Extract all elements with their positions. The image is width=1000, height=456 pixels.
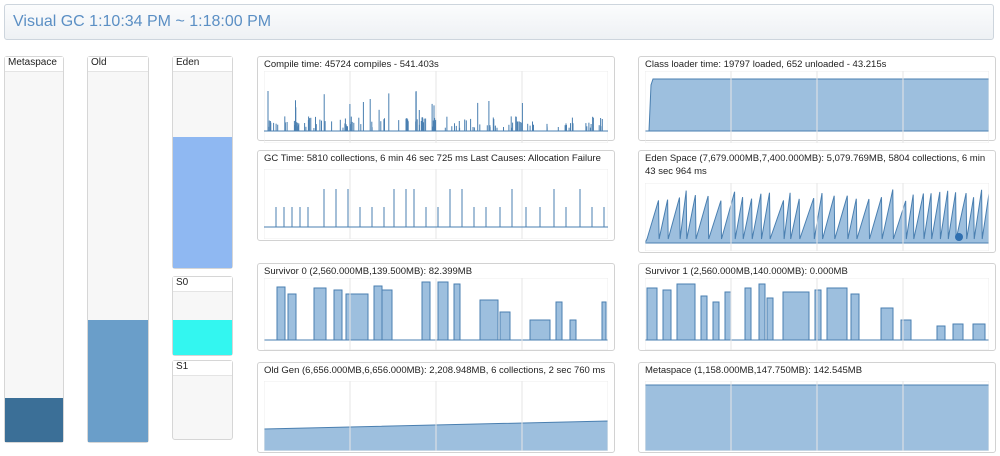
old-gen-graph (264, 381, 608, 451)
survivor-block (333, 289, 343, 341)
survivor1-title: Survivor 1 (2,560.000MB,140.000MB): 0.00… (645, 266, 848, 277)
survivor-block (724, 291, 732, 341)
metaspace-gauge: Metaspace (4, 56, 64, 443)
survivor-block (479, 299, 499, 341)
survivor-block (744, 287, 752, 341)
metaspace-gauge-fill (5, 398, 63, 442)
survivor-block (662, 289, 672, 341)
survivor-block (276, 286, 286, 341)
survivor0-title: Survivor 0 (2,560.000MB,139.500MB): 82.3… (264, 266, 473, 277)
survivor-block (952, 323, 964, 341)
gc-time-title: GC Time: 5810 collections, 6 min 46 sec … (264, 153, 601, 164)
survivor-block (287, 293, 297, 341)
eden-gauge-fill (173, 137, 232, 268)
survivor-block (850, 293, 860, 341)
survivor-block (421, 281, 431, 341)
survivor-block (814, 289, 822, 341)
survivor-block (766, 297, 774, 341)
current-point-marker (955, 233, 963, 241)
survivor-block (758, 283, 766, 341)
survivor0-graph (264, 278, 608, 350)
compile-time-panel: Compile time: 45724 compiles - 541.403s (257, 56, 615, 143)
compile-time-graph (264, 71, 608, 143)
old-gauge: Old (87, 56, 149, 443)
survivor-block (345, 293, 369, 341)
class-loader-graph (645, 71, 989, 143)
eden-space-graph (645, 183, 989, 251)
metaspace-panel: Metaspace (1,158.000MB,147.750MB): 142.5… (638, 362, 996, 453)
class-loader-title: Class loader time: 19797 loaded, 652 unl… (645, 59, 887, 70)
s0-gauge: S0 (172, 276, 233, 356)
survivor1-graph (645, 278, 989, 350)
old-gauge-fill (88, 320, 148, 442)
survivor-block (700, 295, 708, 341)
old-gauge-label: Old (91, 57, 107, 68)
gc-time-panel: GC Time: 5810 collections, 6 min 46 sec … (257, 150, 615, 241)
metaspace-title: Metaspace (1,158.000MB,147.750MB): 142.5… (645, 365, 863, 376)
survivor-block (676, 283, 696, 341)
page-title: Visual GC 1:10:34 PM ~ 1:18:00 PM (13, 13, 272, 30)
eden-gauge-label: Eden (176, 57, 200, 68)
survivor1-panel: Survivor 1 (2,560.000MB,140.000MB): 0.00… (638, 263, 996, 351)
survivor-block (453, 283, 461, 341)
survivor-block (936, 325, 946, 341)
title-bar: Visual GC 1:10:34 PM ~ 1:18:00 PM (4, 4, 994, 40)
s1-gauge-label: S1 (176, 361, 189, 372)
metaspace-graph (645, 381, 989, 451)
metaspace-gauge-label: Metaspace (8, 57, 57, 68)
survivor-block (437, 281, 449, 341)
survivor-block (601, 301, 607, 341)
old-gen-title: Old Gen (6,656.000MB,6,656.000MB): 2,208… (264, 365, 606, 376)
s0-gauge-fill (173, 320, 232, 355)
survivor-block (381, 289, 393, 341)
survivor-block (712, 301, 720, 341)
gc-time-graph (264, 169, 608, 239)
eden-gauge: Eden (172, 56, 233, 269)
survivor-block (972, 323, 986, 341)
s0-gauge-label: S0 (176, 277, 189, 288)
survivor-block (373, 285, 383, 341)
survivor-block (555, 301, 563, 341)
survivor-block (880, 307, 894, 341)
survivor-block (313, 287, 327, 341)
s1-gauge: S1 (172, 360, 233, 440)
survivor-block (826, 287, 848, 341)
survivor-block (499, 311, 511, 341)
compile-time-title: Compile time: 45724 compiles - 541.403s (264, 59, 439, 70)
survivor-block (569, 319, 577, 341)
survivor-block (529, 319, 551, 341)
eden-space-title: Eden Space (7,679.000MB,7,400.000MB): 5,… (645, 153, 986, 177)
survivor0-panel: Survivor 0 (2,560.000MB,139.500MB): 82.3… (257, 263, 615, 351)
eden-space-panel: Eden Space (7,679.000MB,7,400.000MB): 5,… (638, 150, 996, 253)
old-gen-panel: Old Gen (6,656.000MB,6,656.000MB): 2,208… (257, 362, 615, 453)
survivor-block (646, 287, 658, 341)
class-loader-panel: Class loader time: 19797 loaded, 652 unl… (638, 56, 996, 143)
survivor-block (782, 291, 810, 341)
